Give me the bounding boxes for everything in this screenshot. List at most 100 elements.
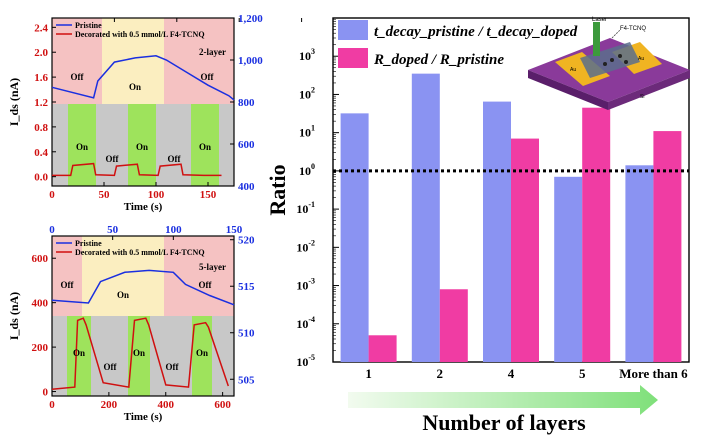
contact-label-left: Au [570,67,576,73]
pristine-phase-label: On [129,82,141,92]
bottom-tick-label: 200 [101,399,118,411]
decorated-on-region-2 [128,104,156,186]
x-tick-label: 1 [365,366,372,381]
plot-frame [51,235,235,397]
y-axis-label: I_ds (nA) [7,78,21,126]
right-tick-label: 520 [238,235,255,247]
decorated-phase-label: Off [168,154,182,164]
y-tick-label: 101 [299,124,315,140]
left-tick-label: 1.2 [34,97,48,109]
panel-2-layer: 0.0 0.4 0.8 1.2 1.6 2.0 2.4 400 600 800 1,000 1,200… [7,13,303,213]
pristine-phase-label: On [117,290,129,300]
y-tick-label: 10-3 [296,277,315,293]
left-tick-label: 0.0 [34,172,48,184]
bottom-tick-label: 600 [214,399,231,411]
x-axis-label: Time (s) [124,201,163,213]
pristine-on-region [82,236,164,316]
layers-arrow [348,385,658,415]
panel-5-layer: 0 200 400 600 505 510 515 520 0 200 400 600 Time (s)… [7,224,255,423]
pristine-phase-label: Off [61,280,75,290]
x-tick-label: 2 [437,366,444,381]
y-tick-exponent: 3 [311,47,315,56]
substrate-side-right [608,70,690,110]
right-tick-label: 1,000 [238,55,263,67]
left-tick-label: 0.8 [34,122,48,134]
y-tick-exponent: -1 [308,200,315,209]
x-tick-label: 5 [579,366,586,381]
decorated-phase-label: On [136,142,148,152]
bar-resistance-ratio [439,289,468,362]
bottom-tick-label: 0 [49,399,55,411]
y-tick-label: 102 [299,85,315,101]
molecule-label: F4-TCNQ [620,26,646,32]
series-line-decorated [51,317,230,391]
series-line-pristine [51,269,235,306]
y-tick-exponent: -4 [308,315,315,324]
y-tick-label: 10-2 [296,238,315,254]
y-tick-exponent: -2 [308,238,315,247]
left-tick-label: 0.4 [34,147,48,159]
bar-decay-ratio [554,176,583,362]
right-tick-label: 505 [238,374,255,386]
bar-decay-ratio [340,113,369,363]
left-tick-label: 400 [32,298,49,310]
right-tick-label: 400 [238,181,255,193]
bottom-tick-label: 100 [148,189,165,201]
right-tick-label: 515 [238,281,255,293]
y-tick-label: 100 [299,162,315,178]
y-tick-label: 10-5 [296,353,315,369]
y-tick-exponent: 1 [311,124,315,133]
layer-label: 2-layer [199,47,226,57]
decorated-phase-label: On [133,348,145,358]
pristine-phase-label: Off [201,72,215,82]
layer-label: 5-layer [199,262,226,272]
legend-label-decorated: Decorated with 0.5 mmol/L F4-TCNQ [75,30,205,39]
right-tick-label: 510 [238,328,255,340]
left-tick-label: 0 [43,387,49,399]
bar-decay-ratio [411,73,440,362]
legend-label-decay: t_decay_pristine / t_decay_doped [374,24,578,40]
right-tick-label: 800 [238,97,255,109]
x-tick-label: More than 6 [619,366,688,381]
y-tick-label: 10-1 [296,200,315,216]
device-schematic-inset: Laser F4-TCNQ Au Au Si [528,17,690,110]
decorated-on-region-1 [68,104,96,186]
right-tick-label: 600 [238,139,255,151]
molecule-dot [610,58,614,62]
decorated-phase-label: Off [106,154,120,164]
bar-decay-ratio [625,165,654,362]
legend-swatch-resistance [338,48,368,68]
bar-decay-ratio [483,101,511,363]
bottom-tick-label: 50 [99,189,111,201]
top-tick-label: 150 [226,224,243,236]
left-tick-label: 600 [32,253,49,265]
y-tick-exponent: -3 [308,277,315,286]
top-tick-label: 50 [107,224,119,236]
left-tick-label: 2.4 [34,22,48,34]
laser-beam [593,22,600,56]
legend-label-decorated: Decorated with 0.5 mmol/L F4-TCNQ [75,248,205,257]
decorated-phase-label: On [73,348,85,358]
decorated-phase-label: On [199,142,211,152]
y-tick-exponent: 0 [311,162,315,171]
y-axis-label: Ratio [265,164,290,215]
top-tick-label: 0 [49,224,55,236]
legend-swatch-decay [338,20,368,40]
series-line-pristine [51,55,235,101]
molecule-dot [603,62,607,66]
molecule-dot [624,60,628,64]
legend: t_decay_pristine / t_decay_doped R_doped … [338,20,578,68]
substrate-label: Si [640,94,644,100]
decorated-on-region-3 [191,104,219,186]
bar-resistance-ratio [582,107,611,362]
bar-resistance-ratio [368,335,397,362]
bottom-tick-label: 400 [158,399,175,411]
legend-label-resistance: R_doped / R_pristine [373,52,504,68]
decorated-phase-label: Off [104,362,118,372]
y-tick-label: 10-4 [296,315,315,331]
left-tick-label: 1.6 [34,72,48,84]
decorated-on-region-3 [192,316,212,396]
gold-contact-left [555,52,610,86]
